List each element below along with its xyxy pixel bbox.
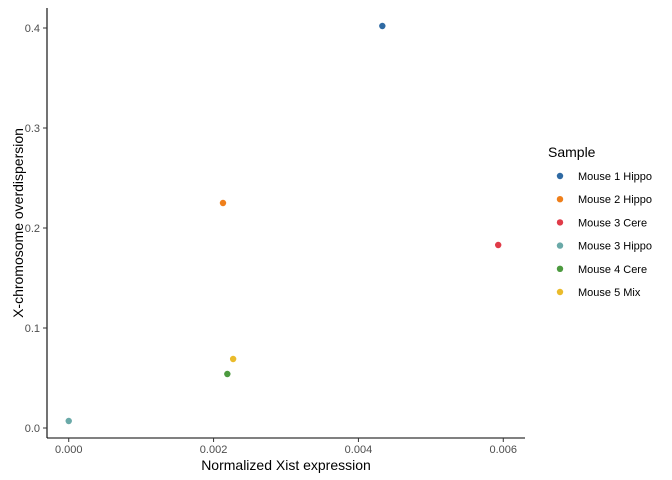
legend-label: Mouse 2 Hippo — [578, 194, 652, 206]
x-tick-label: 0.000 — [55, 444, 83, 456]
legend-swatch — [556, 219, 564, 226]
data-point — [379, 22, 386, 30]
legend-label: Mouse 1 Hippo — [578, 171, 652, 183]
legend-swatch — [556, 242, 564, 249]
x-tick-label: 0.004 — [345, 444, 373, 456]
legend-swatch — [556, 288, 564, 296]
data-point — [219, 199, 227, 207]
data-points — [65, 22, 502, 425]
y-tick-label: 0.4 — [25, 23, 40, 35]
legend-label: Mouse 3 Cere — [578, 217, 647, 229]
legend-label: Mouse 3 Hippo — [578, 241, 652, 253]
y-tick-label: 0.0 — [25, 423, 40, 435]
x-tick-label: 0.002 — [200, 444, 228, 456]
data-point — [229, 355, 237, 363]
legend-swatch — [556, 196, 564, 203]
x-axis-title: Normalized Xist expression — [201, 457, 371, 473]
legend-title: Sample — [548, 144, 596, 160]
legend-swatch — [556, 265, 564, 272]
legend: Sample Mouse 1 Hippo Mouse 2 Hippo Mouse 3… — [548, 144, 652, 299]
axes: 0.000 0.002 0.004 0.006 0.0 0.1 0.2 0.3 0.4 — [25, 8, 525, 456]
legend-label: Mouse 4 Cere — [578, 264, 647, 276]
y-tick-label: 0.3 — [25, 123, 40, 135]
data-point — [495, 241, 502, 249]
data-point — [65, 417, 72, 425]
y-tick-label: 0.1 — [25, 323, 40, 335]
legend-label: Mouse 5 Mix — [578, 287, 641, 299]
y-axis-title: X-chromosome overdispersion — [10, 128, 26, 318]
x-tick-label: 0.006 — [490, 444, 518, 456]
legend-swatch — [556, 172, 564, 180]
y-tick-label: 0.2 — [25, 223, 40, 235]
data-point — [224, 370, 231, 378]
